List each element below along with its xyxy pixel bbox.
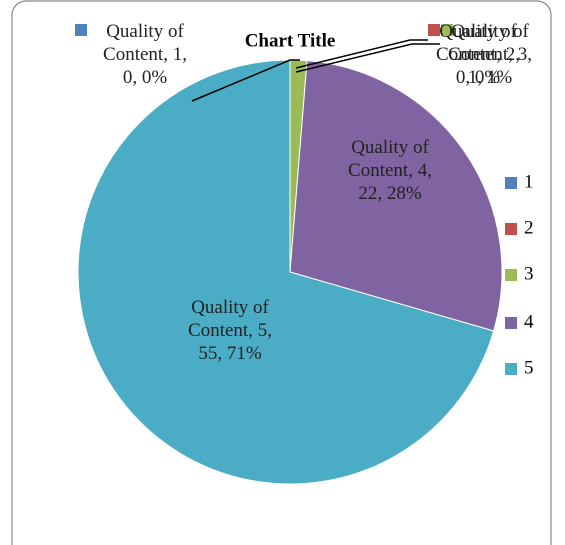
leader-line [295,43,440,73]
pie-slice [289,60,503,332]
legend-label: 4 [524,311,534,332]
pie [77,59,503,485]
legend: 1 2 3 4 5 [505,171,534,378]
leader-line [295,39,428,69]
legend-label: 2 [524,217,534,238]
leader-line [191,59,300,102]
chart-title: Chart Title [245,30,336,51]
legend-key [505,363,517,375]
legend-label: 1 [524,171,534,192]
legend-key [505,177,517,189]
label-key [441,24,453,36]
legend-key [505,223,517,235]
pie-slice [77,59,495,485]
legend-key [505,317,517,329]
data-label: Quality of Content, 5, 55, 71% [188,297,272,364]
data-label: Quality of Content, 4, 22, 28% [348,137,432,204]
data-label: Quality of Content, 1, 0, 0% [103,21,187,88]
label-key [428,24,440,36]
legend-label: 3 [524,263,534,284]
legend-label: 5 [524,357,534,378]
label-key [75,24,87,36]
data-label: Quality of Content, 3, 1, 1% [448,21,532,88]
data-label: Quality of Content, 2, 0, 0% [436,21,520,88]
legend-key [505,269,517,281]
